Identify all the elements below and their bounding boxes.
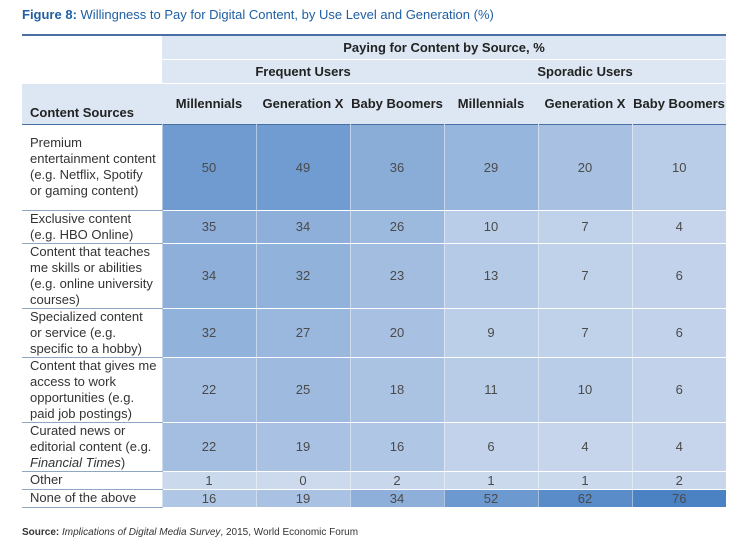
source-note: Source: Implications of Digital Media Su… — [22, 527, 358, 538]
table-row: Premium entertainment content (e.g. Netf… — [22, 124, 727, 211]
column-header: Baby Boomers — [350, 83, 444, 124]
value-cell: 13 — [443, 243, 538, 309]
group-header-frequent: Frequent Users — [162, 59, 444, 84]
row-label: Content that gives me access to work opp… — [22, 357, 162, 423]
value-cell: 7 — [537, 308, 632, 358]
super-header: Paying for Content by Source, % — [162, 35, 727, 60]
value-cell: 32 — [255, 243, 350, 309]
source-label: Source: — [22, 527, 60, 538]
value-cell: 18 — [349, 357, 444, 423]
table-row: Exclusive content (e.g. HBO Online) 35 34 2… — [22, 210, 727, 244]
value-cell: 6 — [631, 357, 727, 423]
row-label-text: Premium entertainment content (e.g. Netf… — [30, 135, 156, 198]
value-cell: 10 — [443, 210, 538, 244]
column-header: Baby Boomers — [632, 83, 727, 124]
row-label: Premium entertainment content (e.g. Netf… — [22, 124, 162, 211]
figure-title: Figure 8: Willingness to Pay for Digital… — [22, 7, 494, 22]
value-cell: 20 — [537, 124, 632, 211]
value-cell: 9 — [443, 308, 538, 358]
row-label-text: Specialized content or service (e.g. spe… — [30, 308, 143, 356]
value-cell: 6 — [631, 308, 727, 358]
column-header: Millennials — [444, 83, 538, 124]
table-row: Content that gives me access to work opp… — [22, 357, 727, 423]
source-title: Implications of Digital Media Survey — [62, 527, 221, 538]
value-cell: 27 — [255, 308, 350, 358]
column-header: Millennials — [162, 83, 256, 124]
value-cell: 52 — [443, 489, 538, 508]
table-row: None of the above 16 19 34 52 62 76 — [22, 489, 727, 508]
table-row: Curated news or editorial content (e.g. … — [22, 422, 727, 472]
row-label-italic: Financial Times — [30, 454, 121, 470]
row-label-text: Curated news or editorial content (e.g. — [30, 422, 152, 454]
value-cell: 2 — [349, 471, 444, 490]
value-cell: 16 — [161, 489, 256, 508]
value-cell: 34 — [255, 210, 350, 244]
value-cell: 19 — [255, 422, 350, 472]
value-cell: 4 — [631, 422, 727, 472]
row-label-text: Exclusive content (e.g. HBO Online) — [30, 210, 134, 242]
column-header: Generation X — [538, 83, 632, 124]
value-cell: 34 — [349, 489, 444, 508]
row-label-text: Content that gives me access to work opp… — [30, 357, 157, 421]
table-row: Content that teaches me skills or abilit… — [22, 243, 727, 309]
value-cell: 62 — [537, 489, 632, 508]
table-body: Premium entertainment content (e.g. Netf… — [22, 124, 727, 508]
row-label-suffix: ) — [120, 454, 126, 470]
value-cell: 36 — [349, 124, 444, 211]
column-header: Generation X — [256, 83, 350, 124]
figure-title-text: Willingness to Pay for Digital Content, … — [80, 7, 494, 22]
value-cell: 22 — [161, 422, 256, 472]
value-cell: 2 — [631, 471, 727, 490]
value-cell: 6 — [631, 243, 727, 309]
row-label: Curated news or editorial content (e.g. … — [22, 422, 162, 472]
row-label-text: None of the above — [30, 490, 137, 505]
value-cell: 1 — [537, 471, 632, 490]
row-label: Other — [22, 471, 162, 490]
figure-label: Figure 8: — [22, 7, 77, 22]
value-cell: 19 — [255, 489, 350, 508]
value-cell: 1 — [443, 471, 538, 490]
value-cell: 6 — [443, 422, 538, 472]
value-cell: 32 — [161, 308, 256, 358]
value-cell: 4 — [631, 210, 727, 244]
table-row: Other 1 0 2 1 1 2 — [22, 471, 727, 490]
value-cell: 25 — [255, 357, 350, 423]
value-cell: 1 — [161, 471, 256, 490]
group-header-sporadic: Sporadic Users — [444, 59, 727, 84]
value-cell: 10 — [631, 124, 727, 211]
row-label: Specialized content or service (e.g. spe… — [22, 308, 162, 358]
value-cell: 7 — [537, 210, 632, 244]
value-cell: 11 — [443, 357, 538, 423]
table-row: Specialized content or service (e.g. spe… — [22, 308, 727, 358]
content-table: Paying for Content by Source, % Frequent… — [22, 34, 727, 508]
row-label: None of the above — [22, 489, 162, 508]
value-cell: 29 — [443, 124, 538, 211]
row-label: Exclusive content (e.g. HBO Online) — [22, 210, 162, 244]
value-cell: 7 — [537, 243, 632, 309]
value-cell: 0 — [255, 471, 350, 490]
value-cell: 23 — [349, 243, 444, 309]
value-cell: 4 — [537, 422, 632, 472]
value-cell: 34 — [161, 243, 256, 309]
row-label-text: Other — [30, 472, 63, 487]
value-cell: 10 — [537, 357, 632, 423]
value-cell: 22 — [161, 357, 256, 423]
source-rest: , 2015, World Economic Forum — [220, 527, 359, 538]
row-label: Content that teaches me skills or abilit… — [22, 243, 162, 309]
value-cell: 20 — [349, 308, 444, 358]
value-cell: 50 — [161, 124, 256, 211]
value-cell: 16 — [349, 422, 444, 472]
row-label-text: Content that teaches me skills or abilit… — [30, 243, 153, 307]
value-cell: 76 — [631, 489, 727, 508]
value-cell: 26 — [349, 210, 444, 244]
value-cell: 35 — [161, 210, 256, 244]
corner-cell — [22, 35, 162, 60]
value-cell: 49 — [255, 124, 350, 211]
row-header: Content Sources — [22, 83, 162, 124]
